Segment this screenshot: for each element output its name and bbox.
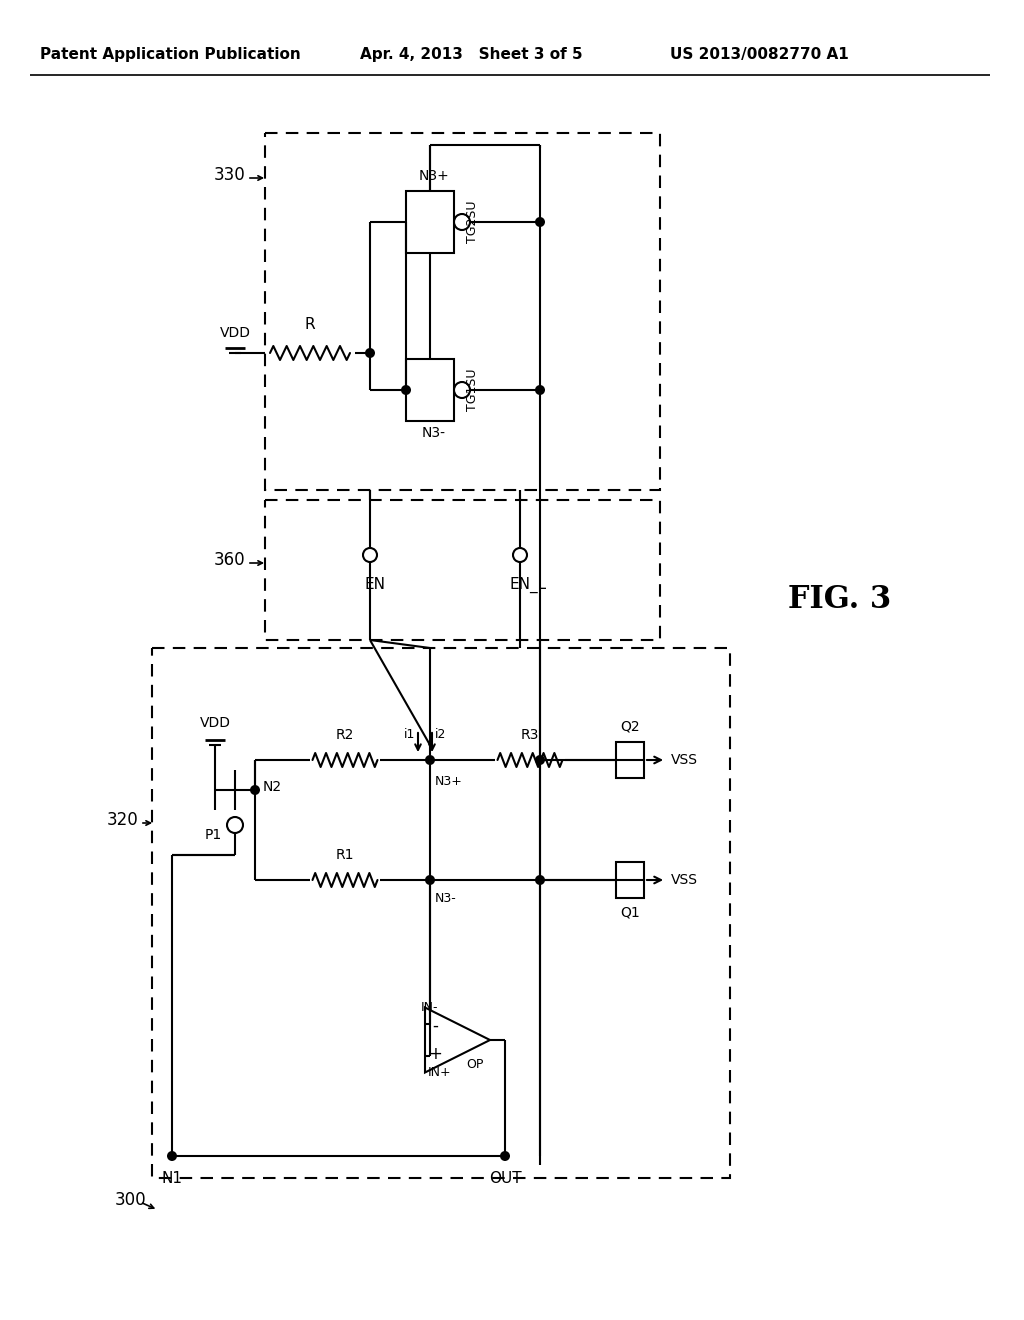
Text: N2: N2 <box>263 780 283 795</box>
Text: i1: i1 <box>403 729 415 742</box>
Text: Apr. 4, 2013   Sheet 3 of 5: Apr. 4, 2013 Sheet 3 of 5 <box>360 48 583 62</box>
Text: US 2013/0082770 A1: US 2013/0082770 A1 <box>670 48 849 62</box>
Circle shape <box>401 385 411 395</box>
Text: FIG. 3: FIG. 3 <box>788 585 892 615</box>
Circle shape <box>454 214 470 230</box>
Bar <box>152 648 730 1177</box>
Text: OP: OP <box>466 1059 483 1071</box>
Text: N3+: N3+ <box>419 169 450 183</box>
Text: 360: 360 <box>213 550 245 569</box>
Text: P1: P1 <box>205 828 221 842</box>
Bar <box>616 862 644 898</box>
Polygon shape <box>425 1007 490 1072</box>
Text: N3+: N3+ <box>435 775 463 788</box>
Text: -: - <box>432 1016 438 1035</box>
Text: R: R <box>305 317 315 333</box>
Text: R2: R2 <box>336 729 354 742</box>
Text: 330: 330 <box>213 166 245 183</box>
Circle shape <box>425 875 435 884</box>
Circle shape <box>535 216 545 227</box>
Text: TG1SU: TG1SU <box>466 368 479 412</box>
Bar <box>406 359 454 421</box>
Bar <box>265 500 660 640</box>
Bar <box>616 742 644 777</box>
Circle shape <box>500 1151 510 1162</box>
Text: Q2: Q2 <box>621 719 640 734</box>
Text: N3-: N3- <box>422 426 446 440</box>
Text: VSS: VSS <box>671 752 698 767</box>
Circle shape <box>513 548 527 562</box>
Text: +: + <box>428 1045 442 1063</box>
Circle shape <box>535 385 545 395</box>
Text: TG2SU: TG2SU <box>466 201 479 243</box>
Circle shape <box>535 755 545 766</box>
Text: VDD: VDD <box>219 326 251 341</box>
Circle shape <box>365 348 375 358</box>
Circle shape <box>227 817 243 833</box>
Circle shape <box>535 875 545 884</box>
Text: Q1: Q1 <box>621 906 640 920</box>
Text: 300: 300 <box>115 1191 145 1209</box>
Text: IN-: IN- <box>421 1001 438 1014</box>
Circle shape <box>362 548 377 562</box>
Text: IN+: IN+ <box>428 1067 452 1080</box>
Circle shape <box>425 755 435 766</box>
Text: VDD: VDD <box>200 715 230 730</box>
Text: EN: EN <box>365 577 385 591</box>
Circle shape <box>167 1151 177 1162</box>
Text: N1: N1 <box>162 1171 182 1185</box>
Text: OUT: OUT <box>488 1171 521 1185</box>
Text: EN_L: EN_L <box>509 577 547 593</box>
Text: Patent Application Publication: Patent Application Publication <box>40 48 301 62</box>
Bar <box>406 191 454 253</box>
Circle shape <box>454 381 470 399</box>
Text: i2: i2 <box>435 729 446 742</box>
Text: VSS: VSS <box>671 873 698 887</box>
Text: 320: 320 <box>106 810 138 829</box>
Text: R1: R1 <box>336 847 354 862</box>
Text: R3: R3 <box>521 729 540 742</box>
Bar <box>265 133 660 490</box>
Text: N3-: N3- <box>435 892 457 906</box>
Circle shape <box>250 785 260 795</box>
